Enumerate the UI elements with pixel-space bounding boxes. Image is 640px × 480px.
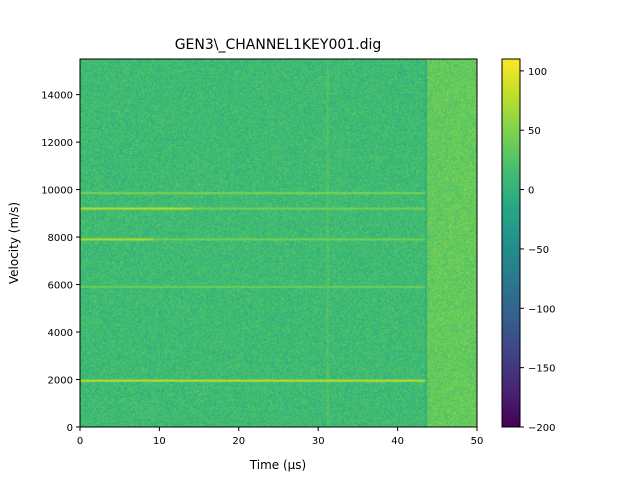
y-tick-label: 6000 [48, 281, 73, 292]
y-tick-label: 12000 [41, 138, 73, 149]
colorbar-tick-label: −50 [528, 245, 549, 256]
y-tick-label: 4000 [48, 328, 73, 339]
colorbar-tick-label: −100 [528, 304, 555, 315]
heatmap-container [80, 59, 477, 427]
colorbar [502, 59, 520, 427]
x-tick-label: 30 [312, 436, 325, 447]
x-axis-label: Time (μs) [249, 458, 306, 472]
colorbar-tick-label: 50 [528, 126, 541, 137]
x-tick-label: 50 [471, 436, 484, 447]
y-axis: 0 2000 4000 6000 8000 10000 12000 14000 [41, 91, 80, 434]
heatmap-image [80, 59, 477, 427]
x-tick-label: 0 [77, 436, 83, 447]
y-tick-label: 8000 [48, 233, 73, 244]
y-axis-label: Velocity (m/s) [7, 202, 21, 284]
y-tick-label: 0 [67, 423, 73, 434]
y-tick-label: 14000 [41, 91, 73, 102]
x-tick-label: 40 [391, 436, 404, 447]
chart-title: GEN3\_CHANNEL1KEY001.dig [175, 37, 382, 53]
x-tick-label: 10 [153, 436, 166, 447]
colorbar-axis: 100 50 0 −50 −100 −150 −200 [520, 67, 555, 434]
y-tick-label: 10000 [41, 186, 73, 197]
colorbar-tick-label: −200 [528, 423, 555, 434]
colorbar-tick-label: 100 [528, 67, 547, 78]
colorbar-tick-label: 0 [528, 186, 534, 197]
plot-frame [79, 58, 478, 428]
colorbar-tick-label: −150 [528, 364, 555, 375]
x-axis: 0 10 20 30 40 50 [77, 427, 484, 447]
y-tick-label: 2000 [48, 376, 73, 387]
x-tick-label: 20 [232, 436, 245, 447]
colorbar-frame [501, 58, 521, 428]
